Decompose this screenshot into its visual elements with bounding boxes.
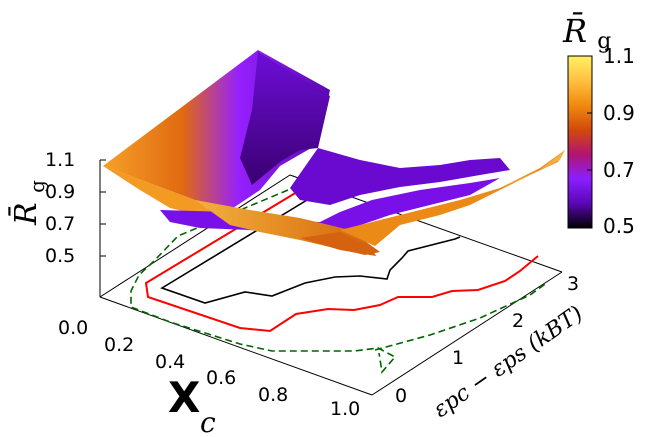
x-tick-label: 0.2: [104, 334, 134, 356]
y-tick-label: 0: [395, 385, 407, 407]
z-axis-label: R̄ g: [8, 180, 49, 226]
colorbar-tick-label: 0.7: [603, 158, 635, 182]
colorbar-tick-label: 1.1: [603, 44, 635, 68]
y-tick-label: 2: [512, 310, 524, 332]
surface: [103, 50, 565, 256]
x-tick-label: 0.4: [155, 351, 185, 373]
y-tick-label: 3: [567, 273, 579, 295]
colorbar-label-symbol: R̄: [562, 12, 587, 50]
surface-front-edge: [300, 232, 376, 256]
x-tick-label: 1.0: [330, 398, 360, 420]
surface-right-tip: [500, 150, 565, 188]
y-tick-label: 1: [452, 347, 464, 369]
colorbar-tick-label: 0.9: [603, 101, 635, 125]
z-tick-label: 0.5: [45, 245, 75, 267]
back-floor-edge: [99, 174, 291, 298]
contour-lines: [130, 189, 549, 374]
z-tick-label: 0.7: [45, 213, 75, 235]
contour-green: [130, 189, 397, 374]
colorbar-bar: [567, 55, 593, 229]
z-tick-label: 0.9: [45, 181, 75, 203]
x-tick-label: 0.0: [58, 317, 88, 339]
z-ticks: 1.1 0.9 0.7 0.5: [45, 149, 106, 267]
y-ticks: 0 1 2 3: [395, 273, 579, 407]
x-ticks: 0.0 0.2 0.4 0.6 0.8 1.0: [58, 317, 360, 420]
contour-green-2: [374, 281, 549, 351]
contour-red: [144, 191, 539, 333]
x-label-sub: c: [200, 406, 216, 437]
x-tick-label: 0.8: [258, 384, 288, 406]
colorbar-tick-label: 0.5: [603, 214, 635, 238]
x-axis-label: X c: [168, 373, 216, 437]
surface-back-shade: [240, 52, 330, 185]
y-axis-line: [371, 271, 563, 396]
x-label-main: X: [168, 373, 200, 422]
z-tick-label: 1.1: [45, 149, 75, 171]
z-label-sub: g: [25, 180, 49, 193]
x-tick-label: 0.6: [206, 367, 236, 389]
z-label-symbol: R̄: [8, 202, 44, 226]
colorbar: 1.1 0.9 0.7 0.5 R̄ g: [562, 12, 635, 238]
surface-ridge-purple: [290, 148, 510, 205]
contour-black: [160, 196, 461, 304]
surface-right-orange: [340, 150, 565, 246]
svg-text:R̄ g: R̄ g: [562, 12, 611, 54]
svg-text:R̄ g: R̄ g: [8, 180, 49, 226]
colorbar-label-sub: g: [597, 29, 611, 54]
